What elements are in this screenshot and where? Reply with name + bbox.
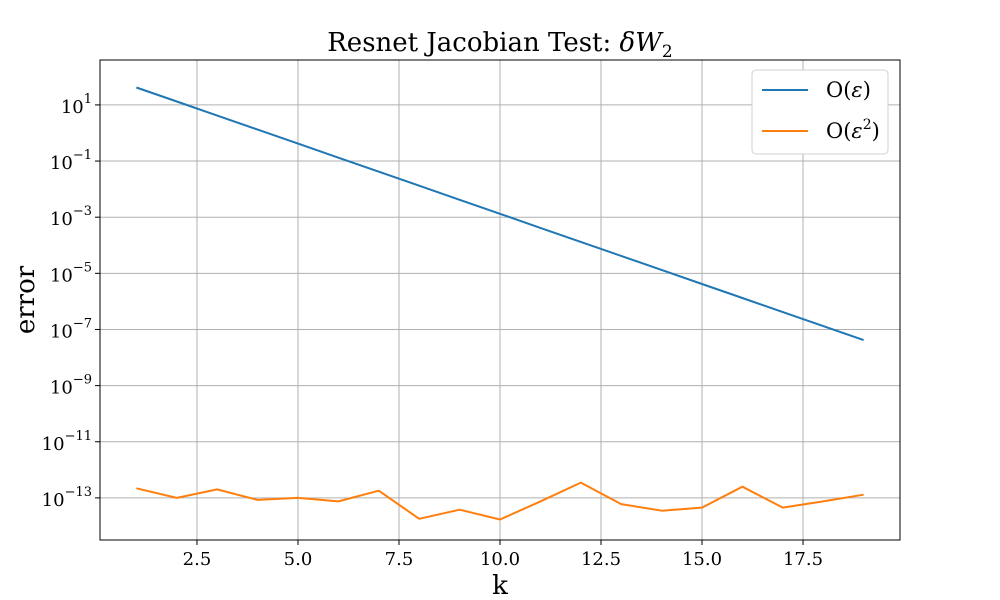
y-tick-label: 10−13 (42, 485, 92, 511)
x-tick-label: 7.5 (385, 549, 414, 570)
y-axis-label: error (11, 265, 41, 334)
x-tick-label: 12.5 (581, 549, 621, 570)
x-tick-label: 17.5 (783, 549, 823, 570)
legend: O(ε) O(ε2) (751, 69, 889, 155)
y-tick-label: 10−11 (42, 429, 92, 455)
y-tick-label: 10−9 (50, 373, 92, 399)
x-tick-label: 10.0 (480, 549, 520, 570)
series-layer (136, 86, 864, 521)
series-line-o-eps2 (136, 481, 864, 521)
y-tick-label: 10−1 (50, 148, 92, 174)
series-line-o-eps (136, 86, 864, 342)
y-tick-label: 101 (61, 92, 92, 118)
x-tick-label: 5.0 (284, 549, 313, 570)
legend-label-o-eps2: O(ε2) (826, 117, 880, 143)
ticks: 2.5 5.0 7.5 10.0 12.5 15.0 17.5 101 10−1 10−3 10−5… (42, 92, 823, 570)
legend-label-o-eps: O(ε) (826, 78, 871, 102)
x-tick-label: 15.0 (682, 549, 722, 570)
grid (100, 60, 900, 540)
y-tick-label: 10−7 (50, 316, 92, 342)
y-tick-label: 10−3 (50, 204, 92, 230)
x-tick-label: 2.5 (183, 549, 212, 570)
chart-title: Resnet Jacobian Test: δW2 (327, 28, 673, 62)
y-tick-label: 10−5 (50, 260, 92, 286)
x-axis-label: k (492, 571, 508, 600)
